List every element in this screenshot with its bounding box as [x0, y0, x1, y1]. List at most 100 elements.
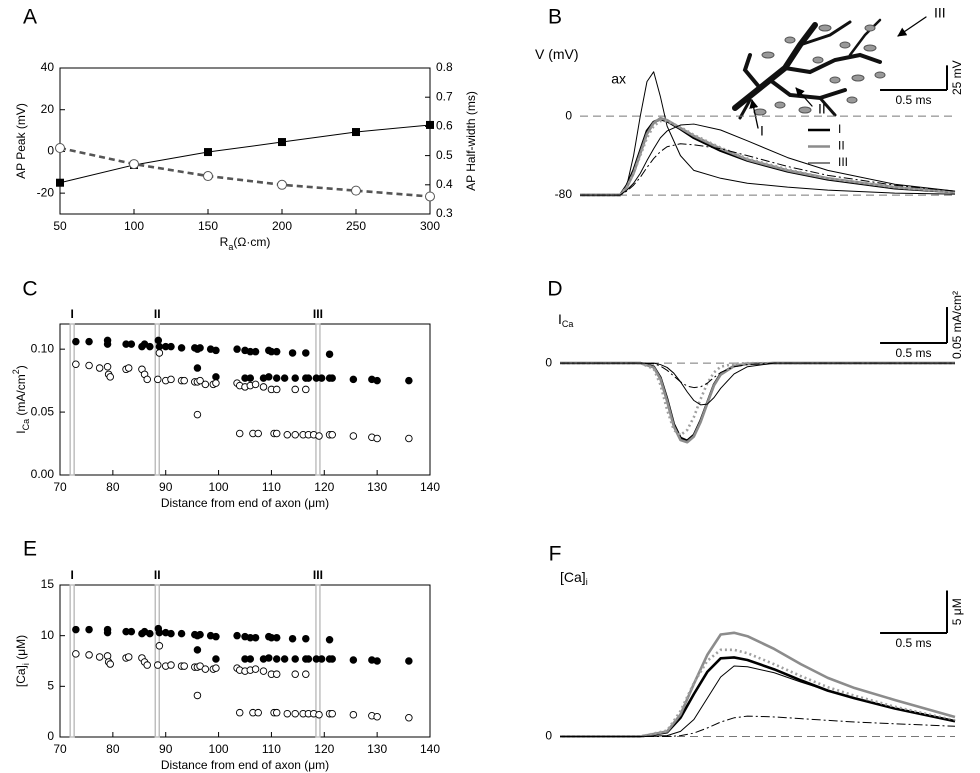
neuron-inset: [732, 16, 927, 129]
point: [373, 434, 381, 443]
y-tick-label: 15: [41, 577, 55, 591]
x-tick-label: 120: [314, 742, 334, 756]
point: [167, 375, 175, 384]
series-line: [560, 361, 955, 443]
y-axis-label: [Ca]i (μM): [14, 635, 31, 687]
y2-tick-label: 0.8: [436, 60, 453, 74]
point: [325, 350, 334, 358]
point: [246, 655, 255, 663]
point: [349, 710, 358, 719]
point: [233, 631, 241, 640]
point: [124, 364, 133, 372]
label-part: AP Peak (mV): [14, 103, 28, 179]
series-line: [580, 117, 956, 197]
point: [235, 708, 244, 717]
point: [291, 655, 299, 663]
point: [180, 662, 188, 670]
point: [193, 646, 202, 654]
y-tick-label: 5: [47, 679, 54, 693]
point: [405, 434, 413, 443]
scale-bar-y-label: 5 μM: [950, 598, 964, 625]
x-tick-label: 130: [367, 742, 387, 756]
point: [251, 633, 260, 642]
region-label: I: [70, 307, 73, 321]
point: [180, 376, 188, 385]
region-label: III: [313, 568, 323, 582]
point: [272, 347, 281, 356]
x-tick-label: 140: [420, 742, 440, 756]
panel-letter: F: [549, 543, 562, 566]
series-line: [580, 116, 956, 197]
point: [212, 664, 220, 672]
series-line: [59, 124, 431, 184]
point: [288, 349, 297, 357]
point: [405, 713, 413, 722]
marker: [351, 185, 361, 196]
region-bar: [69, 584, 75, 738]
point: [155, 349, 164, 357]
x-tick-label: 70: [53, 742, 67, 756]
x-tick-label: 90: [159, 742, 173, 756]
inset-label: I: [760, 123, 764, 139]
point: [167, 342, 175, 351]
label-part: i: [21, 663, 31, 665]
series-line: [580, 143, 956, 196]
y-axis-label: ICa (mA/cm2): [11, 365, 31, 434]
point: [283, 709, 292, 718]
panel-title: V (mV): [535, 46, 579, 62]
scale-bar-x-label: 0.5 ms: [896, 93, 932, 107]
point: [103, 652, 112, 660]
point: [304, 374, 313, 382]
point: [154, 375, 162, 384]
point: [143, 375, 151, 384]
point: [201, 665, 210, 673]
point: [127, 627, 136, 636]
series-line: [560, 715, 956, 737]
scale-bar-x-label: 0.5 ms: [896, 346, 932, 360]
series-line: [580, 119, 956, 197]
point: [283, 430, 292, 439]
point: [302, 385, 310, 394]
region-label: I: [70, 568, 73, 582]
x-axis-label: Distance from end of axon (μm): [161, 496, 329, 510]
point: [328, 709, 336, 718]
x-tick-label: 300: [420, 219, 440, 233]
point: [177, 629, 186, 638]
point: [272, 708, 281, 717]
scale-bar-y-label: 0.05 mA/cm²: [950, 291, 964, 359]
point: [72, 337, 80, 346]
point: [373, 657, 381, 665]
inset-label: III: [934, 5, 946, 21]
point: [272, 633, 281, 642]
point: [85, 337, 93, 346]
point: [291, 385, 299, 394]
point: [325, 635, 334, 644]
point: [103, 628, 112, 637]
point: [72, 625, 80, 634]
marker: [425, 191, 435, 202]
point: [212, 373, 220, 381]
y-axis-label: AP Peak (mV): [14, 103, 28, 179]
point: [373, 376, 381, 385]
label-part: a: [228, 242, 233, 252]
y-tick-label: 0: [565, 108, 572, 122]
region-label: III: [313, 307, 323, 321]
point: [302, 670, 310, 678]
point: [265, 654, 273, 662]
point: [103, 363, 112, 371]
point: [251, 665, 260, 673]
x-tick-label: 100: [209, 480, 229, 494]
x-tick-label: 120: [314, 480, 334, 494]
y2-tick-label: 0.5: [436, 148, 453, 162]
x-tick-label: 90: [159, 480, 173, 494]
label-part: Distance from end of axon (μm): [161, 496, 329, 510]
x-tick-label: 140: [420, 480, 440, 494]
point: [288, 634, 297, 643]
y-tick-label: 10: [41, 628, 55, 642]
series-line: [560, 631, 956, 738]
scale-bar-y-label: 25 mV: [950, 60, 964, 95]
point: [196, 344, 204, 352]
x-axis-label: Distance from end of axon (μm): [161, 758, 329, 772]
x-tick-label: 70: [53, 480, 67, 494]
